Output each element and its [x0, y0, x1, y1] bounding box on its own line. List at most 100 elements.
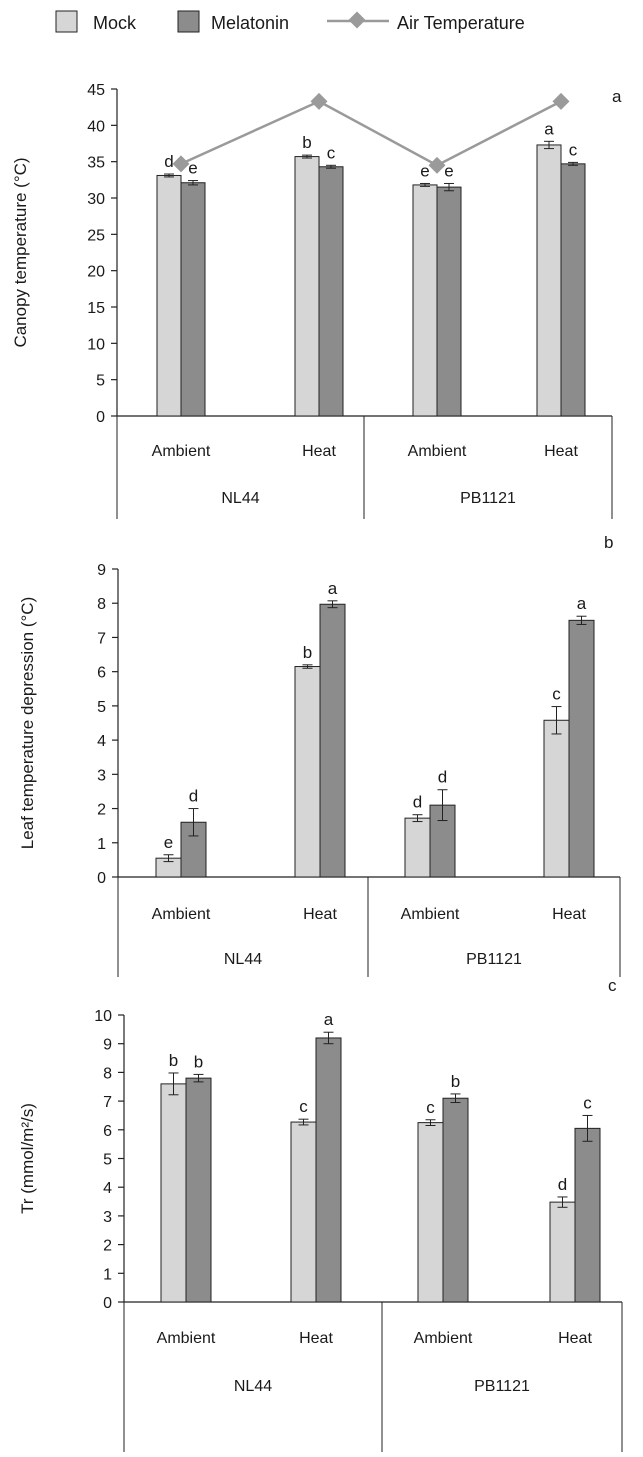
panel-a-bar-mock — [412, 184, 438, 417]
panel-c-bar-melatonin — [442, 1097, 469, 1303]
panel-b-y-tick-label: 5 — [97, 699, 106, 716]
panel-c-significance-letter: d — [558, 1175, 567, 1194]
panel-a-category-label: Ambient — [408, 443, 467, 460]
panel-a-y-tick-label: 35 — [87, 155, 105, 172]
panel-a-category-label: Ambient — [152, 443, 211, 460]
panel-b-bar-mock — [294, 666, 321, 878]
panel-b-y-tick-label: 4 — [97, 733, 106, 750]
panel-b-y-tick-label: 6 — [97, 665, 106, 682]
panel-c-bar-mock — [549, 1201, 576, 1303]
panel-c-bar-melatonin — [185, 1077, 212, 1303]
panel-c-y-tick-label: 8 — [103, 1065, 112, 1082]
panel-c-y-tick-label: 7 — [103, 1094, 112, 1111]
panel-c-bar-melatonin — [315, 1037, 342, 1303]
panel-b-significance-letter: c — [552, 685, 561, 704]
panel-b-category-label: Heat — [303, 906, 337, 923]
legend-air-label: Air Temperature — [397, 13, 525, 33]
panel-c-significance-letter: c — [299, 1097, 308, 1116]
panel-c-category-label: Ambient — [414, 1330, 473, 1347]
panel-c-significance-letter: b — [451, 1072, 460, 1091]
panel-a-significance-letter: c — [327, 143, 336, 162]
panel-a-y-axis-label: Canopy temperature (°C) — [11, 157, 30, 347]
panel-b-bar-melatonin — [319, 603, 346, 878]
panel-c-y-tick-label: 5 — [103, 1152, 112, 1169]
panel-b-y-tick-label: 1 — [97, 836, 106, 853]
panel-b-category-label: Ambient — [152, 906, 211, 923]
panel-a-letter: a — [612, 87, 622, 106]
panel-b-category-label: Ambient — [401, 906, 460, 923]
legend-air-marker — [348, 11, 366, 29]
panel-b-significance-letter: d — [438, 768, 447, 787]
panel-c-y-tick-label: 6 — [103, 1123, 112, 1140]
panel-c-y-tick-label: 3 — [103, 1209, 112, 1226]
panel-c-significance-letter: b — [169, 1051, 178, 1070]
panel-a-bar-mock — [294, 156, 320, 417]
panel-a-significance-letter: e — [420, 161, 429, 180]
panel-a-air-temperature-line — [180, 99, 562, 167]
panel-c-letter: c — [608, 976, 617, 995]
legend-melatonin-label: Melatonin — [211, 13, 289, 33]
panel-b-bar-mock — [404, 817, 431, 878]
panel-a-bar-melatonin — [180, 182, 206, 417]
panel-b-y-tick-label: 7 — [97, 630, 106, 647]
panel-c-group-label: PB1121 — [474, 1378, 530, 1395]
panel-c-y-tick-label: 1 — [103, 1266, 112, 1283]
panel-a-y-tick-label: 45 — [87, 82, 105, 99]
panel-a-y-tick-label: 15 — [87, 300, 105, 317]
panel-c-category-label: Heat — [299, 1330, 333, 1347]
legend-mock-label: Mock — [93, 13, 137, 33]
panel-b-bar-melatonin — [568, 619, 595, 878]
panel-c-significance-letter: c — [583, 1093, 592, 1112]
panel-a-group-label: NL44 — [221, 490, 259, 507]
panel-a-bar-mock — [536, 144, 562, 417]
panel-a-category-label: Heat — [302, 443, 336, 460]
panel-c-category-label: Heat — [558, 1330, 592, 1347]
panel-c-bar-mock — [417, 1122, 444, 1303]
panel-a-y-tick-label: 25 — [87, 227, 105, 244]
panel-b-group-label: NL44 — [224, 951, 262, 968]
panel-a-air-temperature-point — [552, 92, 570, 110]
panel-b-significance-letter: d — [189, 787, 198, 806]
panel-a-significance-letter: a — [544, 119, 554, 138]
panel-b-significance-letter: e — [164, 833, 173, 852]
panel-b-y-tick-label: 8 — [97, 596, 106, 613]
panel-c-significance-letter: a — [324, 1010, 334, 1029]
panel-c-bar-mock — [160, 1083, 187, 1303]
panel-b-y-tick-label: 2 — [97, 802, 106, 819]
panel-c-y-tick-label: 0 — [103, 1295, 112, 1312]
panel-a-y-tick-label: 20 — [87, 264, 105, 281]
panel-a-y-tick-label: 30 — [87, 191, 105, 208]
panel-b-significance-letter: d — [413, 793, 422, 812]
panel-b-y-tick-label: 3 — [97, 767, 106, 784]
panel-a-air-temperature-point — [172, 155, 190, 173]
panel-b-y-tick-label: 9 — [97, 562, 106, 579]
panel-a-significance-letter: e — [188, 159, 197, 178]
panel-a-y-tick-label: 10 — [87, 336, 105, 353]
panel-b-y-tick-label: 0 — [97, 870, 106, 887]
panel-a-bar-melatonin — [318, 166, 344, 417]
panel-c-category-label: Ambient — [157, 1330, 216, 1347]
panel-a-y-tick-label: 40 — [87, 118, 105, 135]
legend-melatonin-swatch — [177, 10, 200, 33]
panel-c-group-label: NL44 — [234, 1378, 272, 1395]
panel-a-group-label: PB1121 — [460, 490, 516, 507]
panel-b-significance-letter: b — [303, 643, 312, 662]
panel-b-category-label: Heat — [552, 906, 586, 923]
panel-b-y-axis-label: Leaf temperature depression (°C) — [18, 597, 37, 849]
panel-a-bar-mock — [156, 174, 182, 417]
panel-c-y-axis-label: Tr (mmol/m²/s) — [18, 1103, 37, 1214]
panel-b-significance-letter: a — [577, 594, 587, 613]
panel-a-bar-melatonin — [436, 186, 462, 417]
legend-mock-swatch — [55, 10, 78, 33]
panel-a-significance-letter: c — [569, 140, 578, 159]
panel-b-chart: b Leaf temperature depression (°C) 0 1 2 3 4 5 6… — [18, 533, 621, 977]
panel-c-y-tick-label: 4 — [103, 1180, 112, 1197]
panel-b-letter: b — [604, 533, 613, 552]
panel-c-significance-letter: c — [426, 1098, 435, 1117]
panel-a-category-label: Heat — [544, 443, 578, 460]
panel-c-significance-letter: b — [194, 1052, 203, 1071]
panel-a-y-tick-label: 0 — [96, 409, 105, 426]
panel-c-chart: c Tr (mmol/m²/s) 0 1 2 3 4 5 6 7 8 9 10 Ambient Heat Am… — [18, 976, 623, 1452]
panel-c-y-tick-label: 2 — [103, 1238, 112, 1255]
